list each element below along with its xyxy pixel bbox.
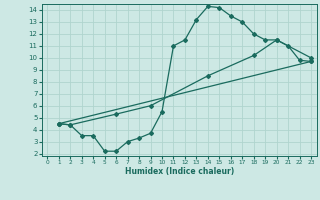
X-axis label: Humidex (Indice chaleur): Humidex (Indice chaleur) xyxy=(124,167,234,176)
